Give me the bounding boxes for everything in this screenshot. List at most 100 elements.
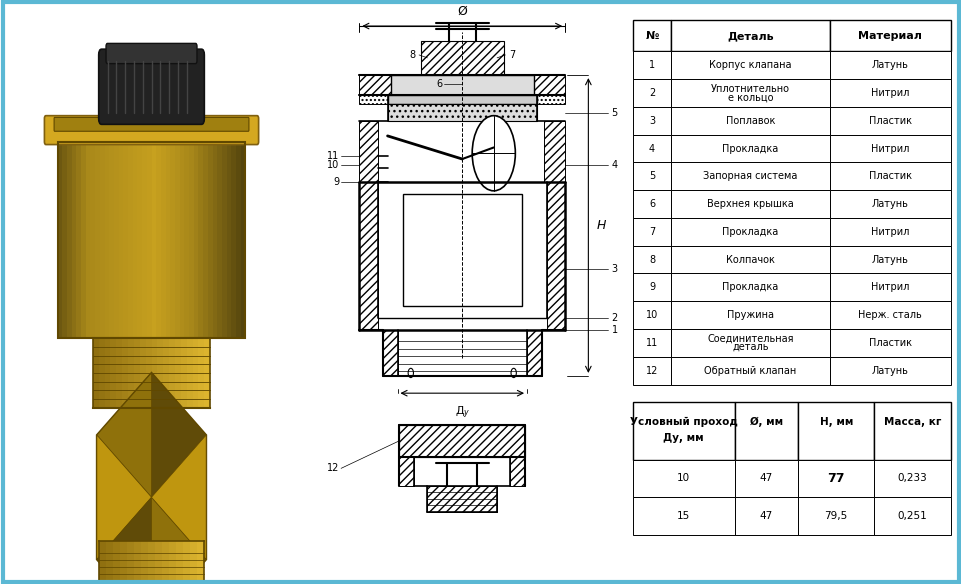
Bar — [137, 142, 142, 338]
Text: 0,233: 0,233 — [897, 474, 926, 484]
Bar — [100, 142, 105, 338]
Bar — [829, 357, 949, 384]
Bar — [798, 460, 874, 497]
Bar — [133, 142, 138, 338]
Bar — [189, 142, 193, 338]
Circle shape — [472, 116, 515, 191]
Text: H: H — [596, 219, 605, 232]
FancyBboxPatch shape — [99, 49, 204, 124]
Text: деталь: деталь — [731, 342, 768, 352]
Bar — [63, 142, 70, 338]
Bar — [170, 142, 177, 338]
Bar — [208, 142, 245, 338]
Bar — [240, 142, 245, 338]
Polygon shape — [97, 373, 152, 497]
Text: Пружина: Пружина — [727, 310, 773, 320]
Bar — [76, 142, 83, 338]
Text: 47: 47 — [759, 511, 772, 521]
Bar — [189, 142, 195, 338]
Bar — [133, 142, 137, 338]
Bar — [632, 107, 671, 135]
Bar — [227, 142, 233, 338]
Polygon shape — [97, 373, 206, 584]
Bar — [95, 142, 101, 338]
Bar — [133, 142, 170, 338]
Polygon shape — [97, 497, 152, 584]
Text: Уплотнительно: Уплотнительно — [710, 84, 789, 94]
Bar — [198, 338, 204, 408]
Bar — [81, 142, 86, 338]
Bar — [113, 142, 118, 338]
Bar — [177, 142, 183, 338]
Text: 9: 9 — [333, 177, 339, 187]
Bar — [632, 329, 671, 357]
Bar — [427, 486, 497, 512]
Bar — [169, 541, 176, 581]
Text: 6: 6 — [435, 79, 442, 89]
Text: 12: 12 — [645, 366, 657, 376]
Bar — [170, 142, 208, 338]
Text: 47: 47 — [759, 474, 772, 484]
Circle shape — [407, 369, 413, 378]
Bar — [671, 79, 829, 107]
Bar — [72, 142, 76, 338]
Bar — [128, 142, 133, 338]
Bar — [217, 142, 222, 338]
Bar — [105, 338, 111, 408]
Bar — [798, 497, 874, 535]
Bar — [142, 419, 160, 454]
Bar — [151, 142, 156, 338]
Text: Запорная система: Запорная система — [702, 171, 797, 182]
Bar — [420, 40, 504, 75]
Bar — [533, 75, 564, 95]
Bar — [359, 121, 378, 182]
Bar — [399, 425, 525, 457]
Bar — [390, 75, 533, 95]
Text: 8: 8 — [409, 50, 415, 60]
Text: Пластик: Пластик — [868, 116, 911, 126]
Bar — [116, 338, 122, 408]
Bar — [671, 357, 829, 384]
Bar — [671, 273, 829, 301]
Bar — [67, 142, 72, 338]
Bar — [829, 135, 949, 162]
Bar — [204, 338, 209, 408]
Bar — [399, 457, 413, 486]
Bar — [122, 338, 128, 408]
Bar — [58, 142, 63, 338]
Bar — [111, 338, 116, 408]
Bar — [231, 142, 235, 338]
Text: 8: 8 — [649, 255, 654, 265]
Text: Нерж. сталь: Нерж. сталь — [857, 310, 922, 320]
Bar — [208, 142, 212, 338]
Bar — [829, 79, 949, 107]
Text: Ø, мм: Ø, мм — [749, 417, 782, 427]
Bar — [632, 301, 671, 329]
Bar — [181, 338, 186, 408]
Bar — [195, 142, 202, 338]
Text: Прокладка: Прокладка — [722, 144, 777, 154]
Text: 6: 6 — [649, 199, 654, 209]
Polygon shape — [151, 497, 206, 584]
Text: Латунь: Латунь — [871, 199, 908, 209]
Text: 0,251: 0,251 — [897, 511, 926, 521]
Bar — [108, 142, 113, 338]
Text: 5: 5 — [611, 108, 617, 118]
Text: 10: 10 — [327, 160, 339, 170]
Text: 15: 15 — [677, 511, 690, 521]
Text: 1: 1 — [649, 60, 654, 70]
Bar — [151, 142, 158, 338]
Bar — [671, 20, 829, 51]
Bar — [671, 329, 829, 357]
Bar — [536, 95, 564, 104]
Bar — [829, 51, 949, 79]
Bar — [175, 338, 181, 408]
Bar — [99, 338, 105, 408]
Text: Корпус клапана: Корпус клапана — [708, 60, 791, 70]
Text: 1: 1 — [611, 325, 617, 335]
Bar — [110, 142, 113, 338]
Bar — [147, 142, 151, 338]
Bar — [212, 142, 217, 338]
Bar — [734, 460, 798, 497]
Text: Деталь: Деталь — [727, 31, 773, 41]
